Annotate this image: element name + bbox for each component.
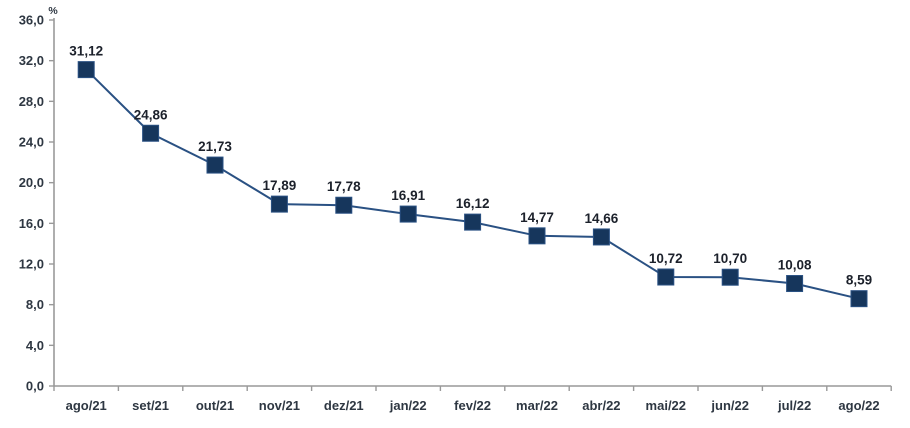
x-axis-category-label: ago/22 <box>838 398 879 413</box>
data-point-label: 10,08 <box>778 258 812 273</box>
data-point-marker <box>399 205 417 223</box>
y-axis-tick-label: 32,0 <box>19 53 44 68</box>
data-point-label: 17,78 <box>327 179 361 194</box>
x-axis-category-label: mai/22 <box>646 398 686 413</box>
data-point-marker <box>464 213 482 231</box>
y-axis-tick-label: 0,0 <box>26 379 44 394</box>
data-point-marker <box>850 290 868 308</box>
data-point-label: 16,12 <box>456 196 490 211</box>
x-axis-category-label: jan/22 <box>389 398 427 413</box>
data-point-label: 14,77 <box>520 210 554 225</box>
data-point-marker <box>786 275 804 293</box>
y-axis-tick-label: 20,0 <box>19 175 44 190</box>
data-point-marker <box>721 268 739 286</box>
x-axis-category-label: set/21 <box>132 398 169 413</box>
y-axis-tick-label: 16,0 <box>19 216 44 231</box>
x-axis-category-label: nov/21 <box>259 398 300 413</box>
data-point-marker <box>592 228 610 246</box>
x-axis-category-label: ago/21 <box>66 398 107 413</box>
data-point-marker <box>335 196 353 214</box>
data-point-marker <box>270 195 288 213</box>
x-axis-category-label: out/21 <box>196 398 234 413</box>
x-axis-category-label: fev/22 <box>454 398 491 413</box>
data-point-label: 10,72 <box>649 251 683 266</box>
data-point-label: 14,66 <box>585 211 619 226</box>
data-point-marker <box>206 156 224 174</box>
data-point-label: 17,89 <box>263 178 297 193</box>
y-axis-tick-label: 4,0 <box>26 338 44 353</box>
data-point-marker <box>142 124 160 142</box>
y-axis-tick-label: 28,0 <box>19 94 44 109</box>
y-axis-tick-label: 24,0 <box>19 135 44 150</box>
data-point-label: 24,86 <box>134 107 168 122</box>
data-point-marker <box>77 61 95 79</box>
y-axis-tick-label: 8,0 <box>26 297 44 312</box>
data-point-label: 16,91 <box>391 188 425 203</box>
data-point-marker <box>528 227 546 245</box>
y-axis-tick-label: 36,0 <box>19 13 44 28</box>
x-axis-category-label: jul/22 <box>777 398 811 413</box>
data-point-label: 21,73 <box>198 139 232 154</box>
x-axis-category-label: dez/21 <box>324 398 364 413</box>
data-point-label: 10,70 <box>713 251 747 266</box>
y-axis-tick-label: 12,0 <box>19 257 44 272</box>
data-point-marker <box>657 268 675 286</box>
data-point-label: 31,12 <box>69 44 103 59</box>
x-axis-category-label: jun/22 <box>710 398 749 413</box>
data-point-label: 8,59 <box>846 273 872 288</box>
x-axis-category-label: abr/22 <box>582 398 620 413</box>
x-axis-category-label: mar/22 <box>516 398 558 413</box>
y-axis-unit-label: % <box>48 5 58 17</box>
